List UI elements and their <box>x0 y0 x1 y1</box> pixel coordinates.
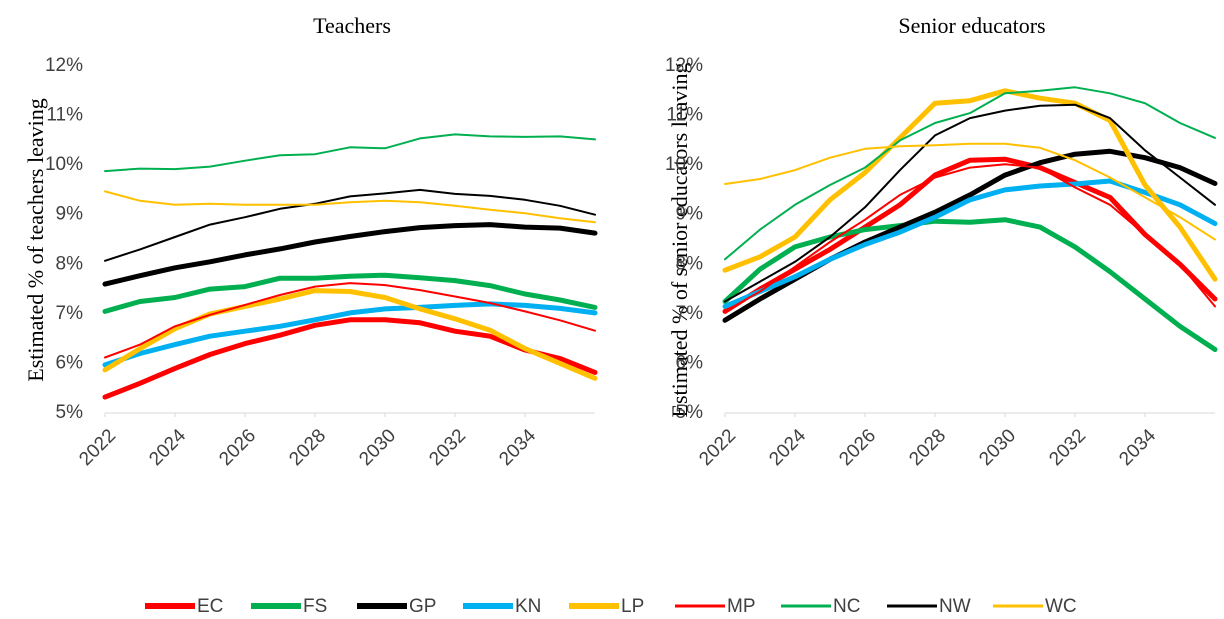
series-line: FS <box>722 217 1218 352</box>
x-tick-label: 2026 <box>215 425 260 470</box>
legend-label: EC <box>197 596 223 617</box>
y-tick-label: 10% <box>45 154 83 175</box>
x-tick-label: 2024 <box>765 425 810 470</box>
chart-title: Senior educators <box>898 13 1045 38</box>
series-line: MP <box>104 282 596 359</box>
legend-label: KN <box>515 596 541 617</box>
x-tick-label: 2022 <box>695 425 740 470</box>
y-tick-label: 9% <box>676 204 704 225</box>
series-line: KN <box>722 178 1218 309</box>
legend-label: WC <box>1045 596 1077 617</box>
series-line: WC <box>104 190 596 224</box>
y-tick-label: 6% <box>676 352 704 373</box>
legend-label: MP <box>727 596 756 617</box>
x-tick-label: 2034 <box>1115 425 1160 470</box>
y-tick-label: 11% <box>46 105 83 126</box>
y-tick-label: 12% <box>665 55 703 76</box>
y-tick-label: 8% <box>676 253 704 274</box>
y-tick-label: 9% <box>56 204 84 225</box>
y-tick-label: 5% <box>676 402 704 423</box>
y-axis-label: Estimated % of teachers leaving <box>23 98 48 381</box>
y-tick-label: 12% <box>45 55 83 76</box>
legend-label: NW <box>939 596 971 617</box>
y-axis-label: Estimated % of senior educators leaving <box>667 63 692 418</box>
series-line: NW <box>104 188 596 262</box>
chart-title: Teachers <box>313 13 391 38</box>
x-tick-label: 2032 <box>425 425 470 470</box>
y-tick-label: 6% <box>56 352 84 373</box>
x-tick-label: 2030 <box>975 425 1020 470</box>
y-tick-label: 8% <box>56 253 84 274</box>
series-line: EC <box>722 156 1218 314</box>
series-line: MP <box>724 163 1216 313</box>
y-tick-label: 7% <box>56 303 84 324</box>
series-line: GP <box>102 222 598 287</box>
series-line: NC <box>104 133 596 173</box>
legend-label: FS <box>303 596 327 617</box>
x-tick-label: 2028 <box>285 425 330 470</box>
series-line: LP <box>102 288 598 381</box>
legend-label: GP <box>409 596 436 617</box>
series-line: LP <box>722 88 1218 282</box>
series-line: EC <box>102 317 598 400</box>
x-tick-label: 2022 <box>75 425 120 470</box>
x-tick-label: 2032 <box>1045 425 1090 470</box>
x-tick-label: 2024 <box>145 425 190 470</box>
legend-label: NC <box>833 596 860 617</box>
legend-label: LP <box>621 596 644 617</box>
y-tick-label: 10% <box>665 154 703 175</box>
y-tick-label: 5% <box>56 402 84 423</box>
series-line: NW <box>724 103 1216 303</box>
x-tick-label: 2026 <box>835 425 880 470</box>
x-tick-label: 2034 <box>495 425 540 470</box>
x-tick-label: 2028 <box>905 425 950 470</box>
x-tick-label: 2030 <box>355 425 400 470</box>
series-line: WC <box>724 142 1216 241</box>
series-line: FS <box>102 272 598 314</box>
y-tick-label: 7% <box>676 303 704 324</box>
y-tick-label: 11% <box>666 105 703 126</box>
series-line: NC <box>724 86 1216 261</box>
series-line: KN <box>102 301 598 368</box>
